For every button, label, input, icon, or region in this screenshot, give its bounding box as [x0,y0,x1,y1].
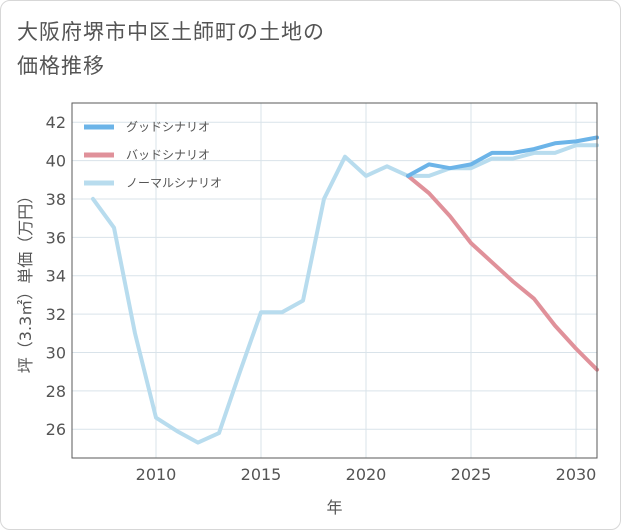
chart-title: 大阪府堺市中区土師町の土地の価格推移 [17,20,325,78]
y-tick-label: 42 [46,113,66,132]
series-line-good [406,135,599,178]
series-line-normal [91,143,599,445]
x-tick-label: 2025 [451,465,492,484]
series-line-bad [406,173,599,372]
y-tick-label: 36 [46,228,66,247]
axes: 2010 2015 2020 2025 2030 26 28 30 32 34 36 38 40 42 年 坪… [16,102,598,517]
legend-good-label: グッドシナリオ [126,120,210,134]
y-tick-label: 26 [46,420,66,439]
y-tick-label: 32 [46,305,66,324]
x-axis-label: 年 [326,498,342,517]
legend-bad-label: バッドシナリオ [126,148,210,162]
x-tick-label: 2015 [241,465,282,484]
x-tick-label: 2010 [136,465,177,484]
series-lines [91,135,599,445]
y-tick-label: 38 [46,190,66,209]
y-tick-label: 30 [46,343,66,362]
y-tick-label: 40 [46,152,66,171]
y-axis-label: 坪（3.3㎡）単価（万円） [16,188,35,373]
legend-normal-label: ノーマルシナリオ [126,176,222,190]
y-tick-label: 34 [46,267,66,286]
x-tick-label: 2020 [346,465,387,484]
plot-border [71,102,598,459]
y-tick-label: 28 [46,382,66,401]
x-tick-label: 2030 [556,465,597,484]
